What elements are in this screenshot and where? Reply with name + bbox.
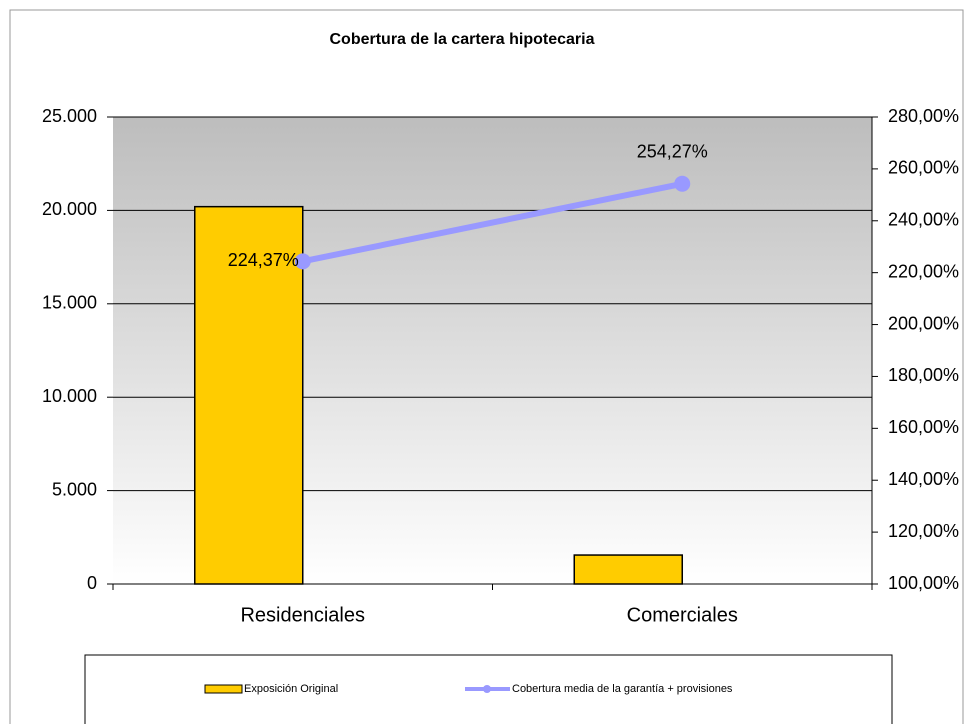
- y2-tick-label: 200,00%: [888, 313, 959, 333]
- line: [302, 180, 683, 265]
- y2-tick-label: 140,00%: [888, 469, 959, 489]
- marker: [294, 253, 311, 270]
- y-tick-label: 15.000: [42, 293, 97, 313]
- y2-tick-label: 260,00%: [888, 158, 959, 178]
- legend-label: Cobertura media de la garantía + provisi…: [512, 683, 733, 695]
- y-tick-label: 0: [87, 573, 97, 593]
- y2-tick-label: 160,00%: [888, 417, 959, 437]
- legend-marker: [483, 685, 491, 693]
- y-tick-label: 20.000: [42, 199, 97, 219]
- y-tick-label: 25.000: [42, 106, 97, 126]
- x-tick-label: Comerciales: [627, 604, 738, 626]
- bar: [573, 554, 683, 585]
- marker: [674, 175, 691, 192]
- y2-tick-label: 280,00%: [888, 106, 959, 126]
- y2-tick-label: 120,00%: [888, 521, 959, 541]
- y2-tick-label: 180,00%: [888, 365, 959, 385]
- y2-tick-label: 240,00%: [888, 210, 959, 230]
- y-tick-label: 10.000: [42, 386, 97, 406]
- data-label: 224,37%: [228, 250, 299, 270]
- bar: [194, 205, 304, 585]
- legend-label: Exposición Original: [244, 683, 338, 695]
- y-tick-label: 5.000: [52, 479, 97, 499]
- chart-title: Cobertura de la cartera hipotecaria: [330, 31, 595, 48]
- data-label: 254,27%: [637, 142, 708, 162]
- x-tick-label: Residenciales: [240, 604, 365, 626]
- legend-swatch: [204, 684, 243, 694]
- y2-tick-label: 100,00%: [888, 573, 959, 593]
- y2-tick-label: 220,00%: [888, 261, 959, 281]
